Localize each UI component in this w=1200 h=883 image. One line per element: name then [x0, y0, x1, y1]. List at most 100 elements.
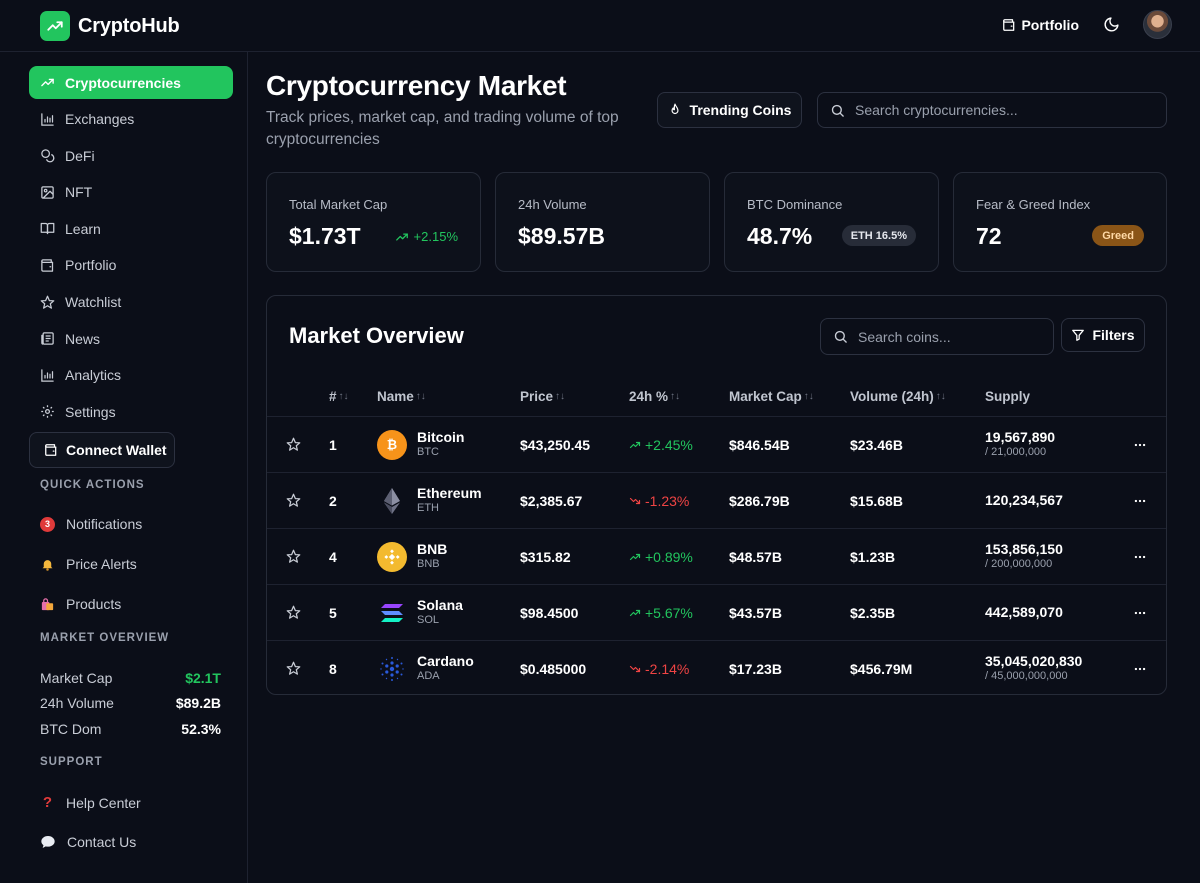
- trending-coins-button[interactable]: Trending Coins: [657, 92, 802, 128]
- header-portfolio-link[interactable]: Portfolio: [1002, 17, 1079, 33]
- sidebar-item-label: Exchanges: [65, 111, 135, 128]
- stat-label: 24h Volume: [40, 695, 114, 711]
- coin-search-input[interactable]: [858, 328, 1038, 345]
- sidebar-item-portfolio[interactable]: Portfolio: [29, 249, 233, 282]
- circulating-supply: 35,045,020,830: [985, 652, 1083, 669]
- row-coin[interactable]: ₿ Bitcoin BTC: [377, 417, 464, 472]
- sidebar: Cryptocurrencies Exchanges DeFi NFT Lear…: [0, 52, 248, 883]
- coin-name: Ethereum: [417, 484, 482, 501]
- sidebar-item-analytics[interactable]: Analytics: [29, 359, 233, 392]
- brand-logo-icon: [40, 11, 70, 41]
- row-rank: 4: [329, 548, 337, 565]
- row-more-button[interactable]: [1133, 529, 1147, 584]
- contact-us-item[interactable]: Contact Us: [40, 834, 136, 850]
- sidebar-item-news[interactable]: News: [29, 322, 233, 355]
- theme-toggle-button[interactable]: [1101, 15, 1121, 35]
- row-market-cap: $846.54B: [729, 436, 790, 453]
- sidebar-item-cryptocurrencies[interactable]: Cryptocurrencies: [29, 66, 233, 99]
- table-row[interactable]: 4 BNB BNB $315.82 +0.89% $48.57B $1.23B …: [267, 529, 1166, 585]
- column-header-rank[interactable]: # ↑↓: [329, 389, 349, 404]
- sidebar-item-settings[interactable]: Settings: [29, 395, 233, 428]
- row-coin[interactable]: Cardano ADA: [377, 641, 474, 696]
- market-overview-panel: Market Overview Filters #↑↓ Name↑↓ Price…: [266, 295, 1167, 695]
- wallet-icon: [45, 444, 57, 456]
- brand[interactable]: CryptoHub: [40, 11, 180, 41]
- table-row[interactable]: 5 Solana SOL $98.4500 +5.67% $43.57B $2.…: [267, 585, 1166, 641]
- circulating-supply: 120,234,567: [985, 492, 1063, 508]
- speech-bubble-icon: [41, 836, 55, 848]
- watchlist-star-button[interactable]: [286, 417, 301, 472]
- filter-icon: [1072, 329, 1085, 341]
- sidebar-item-exchanges[interactable]: Exchanges: [29, 103, 233, 136]
- help-center-label: Help Center: [66, 794, 141, 811]
- sidebar-nav: Cryptocurrencies Exchanges DeFi NFT Lear…: [29, 66, 233, 432]
- connect-wallet-button[interactable]: Connect Wallet: [29, 432, 175, 468]
- bitcoin-icon: ₿: [377, 429, 407, 460]
- max-supply: / 200,000,000: [985, 557, 1053, 570]
- row-more-button[interactable]: [1133, 473, 1147, 528]
- coin-name: Bitcoin: [417, 428, 465, 445]
- column-header-volume[interactable]: Volume (24h) ↑↓: [850, 389, 946, 404]
- sidebar-stat-market-cap: Market Cap $2.1T: [40, 670, 221, 686]
- watchlist-star-button[interactable]: [286, 529, 301, 584]
- row-change: -2.14%: [629, 641, 689, 696]
- column-header-supply: Supply: [985, 389, 1030, 404]
- sidebar-item-defi[interactable]: DeFi: [29, 139, 233, 172]
- market-overview-heading: MARKET OVERVIEW: [40, 632, 170, 644]
- trending-up-icon: [395, 232, 408, 241]
- row-volume: $1.23B: [850, 548, 896, 565]
- row-market-cap: $48.57B: [729, 548, 782, 565]
- watchlist-star-button[interactable]: [286, 641, 301, 696]
- sidebar-item-label: News: [65, 330, 101, 347]
- newspaper-icon: [41, 332, 54, 345]
- column-header-price[interactable]: Price ↑↓: [520, 389, 565, 404]
- stat-card-change-value: +2.15%: [413, 229, 458, 244]
- row-price: $0.485000: [520, 660, 587, 677]
- sort-arrows-icon: ↑↓: [415, 391, 426, 402]
- stat-card-fear-greed: Fear & Greed Index 72 Greed: [953, 172, 1167, 272]
- row-coin[interactable]: Ethereum ETH: [377, 473, 482, 528]
- circulating-supply: 19,567,890: [985, 428, 1056, 445]
- circulating-supply: 442,589,070: [985, 604, 1063, 620]
- table-row[interactable]: 1 ₿ Bitcoin BTC $43,250.45 +2.45% $846.5…: [267, 417, 1166, 473]
- column-header-change[interactable]: 24h % ↑↓: [629, 389, 680, 404]
- row-change: +5.67%: [629, 585, 693, 640]
- sidebar-item-label: Settings: [65, 403, 116, 420]
- trending-up-icon: [629, 609, 641, 616]
- stat-card-value: $1.73T: [289, 223, 361, 249]
- table-row[interactable]: 2 Ethereum ETH $2,385.67 -1.23% $286.79B…: [267, 473, 1166, 529]
- row-change: +0.89%: [629, 529, 693, 584]
- contact-us-label: Contact Us: [67, 834, 137, 850]
- notifications-item[interactable]: 3 Notifications: [40, 516, 142, 532]
- help-center-item[interactable]: ? Help Center: [40, 794, 141, 811]
- row-market-cap: $17.23B: [729, 660, 782, 677]
- table-row[interactable]: 8 Cardano ADA: [267, 641, 1166, 697]
- quick-actions-heading: QUICK ACTIONS: [40, 479, 145, 491]
- products-item[interactable]: Products: [40, 596, 121, 612]
- sidebar-item-nft[interactable]: NFT: [29, 176, 233, 209]
- row-coin[interactable]: BNB BNB: [377, 529, 447, 584]
- column-header-name[interactable]: Name ↑↓: [377, 389, 426, 404]
- products-label: Products: [66, 596, 122, 612]
- price-alerts-item[interactable]: Price Alerts: [40, 556, 137, 572]
- notifications-label: Notifications: [66, 516, 143, 532]
- stat-card-label: Total Market Cap: [289, 197, 388, 212]
- sidebar-item-learn[interactable]: Learn: [29, 212, 233, 245]
- crypto-search-input[interactable]: [855, 102, 1145, 118]
- row-market-cap: $286.79B: [729, 492, 790, 509]
- stat-label: BTC Dom: [40, 721, 102, 737]
- stat-card-label: Fear & Greed Index: [976, 197, 1091, 212]
- row-more-button[interactable]: [1133, 585, 1147, 640]
- row-more-button[interactable]: [1133, 641, 1147, 696]
- filters-button[interactable]: Filters: [1061, 318, 1145, 352]
- row-supply: 19,567,890 / 21,000,000: [985, 417, 1055, 472]
- row-more-button[interactable]: [1133, 417, 1147, 472]
- watchlist-star-button[interactable]: [286, 473, 301, 528]
- user-avatar[interactable]: [1143, 10, 1172, 39]
- more-horizontal-icon: [1134, 499, 1146, 502]
- row-coin[interactable]: Solana SOL: [377, 585, 463, 640]
- watchlist-star-button[interactable]: [286, 585, 301, 640]
- column-header-market-cap[interactable]: Market Cap ↑↓: [729, 389, 814, 404]
- coin-search: [820, 318, 1054, 355]
- sidebar-item-watchlist[interactable]: Watchlist: [29, 286, 233, 319]
